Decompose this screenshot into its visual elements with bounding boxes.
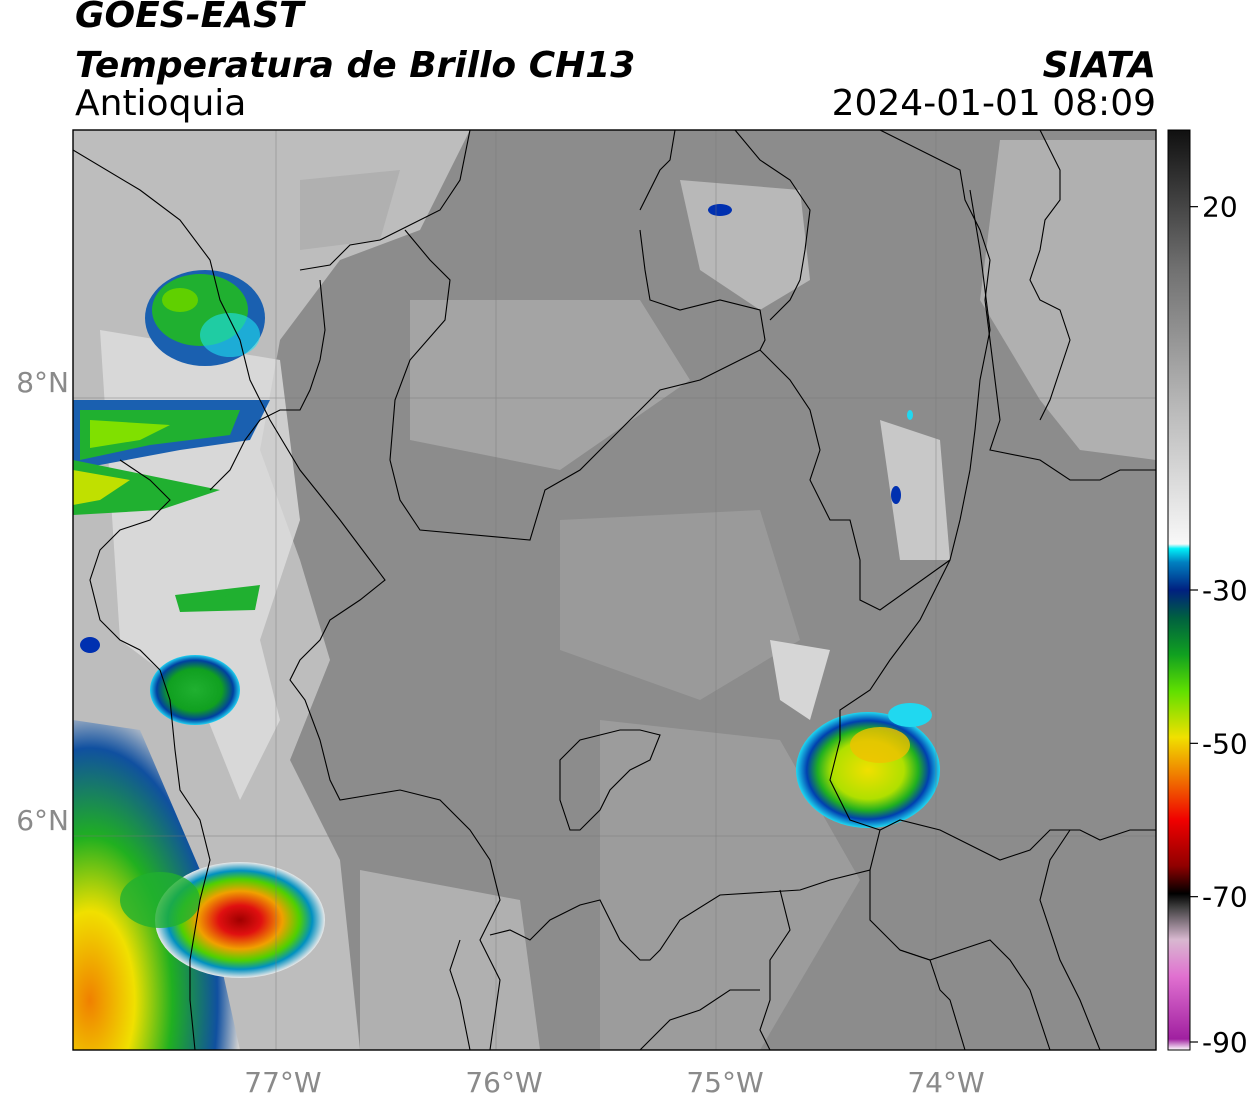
colorbar-tick-label: -90 <box>1202 1026 1248 1059</box>
datetime-label: 2024-01-01 08:09 <box>831 83 1156 124</box>
latitude-tick-label: 6°N <box>16 804 69 837</box>
colorbar <box>1167 129 1191 1051</box>
longitude-tick-label: 75°W <box>686 1066 763 1099</box>
colorbar-tick-label: 20 <box>1202 191 1238 224</box>
colorbar-tick-label: -70 <box>1202 881 1248 914</box>
colorbar-tick-label: -50 <box>1202 727 1248 760</box>
colorbar-ticks: 20 -30 -50 -70 -90 <box>1190 191 1248 1059</box>
product-title: Temperatura de Brillo CH13 <box>75 45 636 86</box>
latitude-labels: 8°N 6°N <box>16 366 69 837</box>
satellite-title: GOES-EAST <box>75 0 304 36</box>
map-frame <box>72 129 1157 1051</box>
longitude-tick-label: 74°W <box>907 1066 984 1099</box>
longitude-labels: 77°W 76°W 75°W 74°W <box>244 1066 984 1099</box>
longitude-tick-label: 77°W <box>244 1066 321 1099</box>
boundary-lines <box>73 130 1156 1050</box>
organization-label: SIATA <box>1042 45 1156 86</box>
longitude-tick-label: 76°W <box>465 1066 542 1099</box>
imagery-layer <box>73 130 1156 1050</box>
colorbar-tick-label: -30 <box>1202 574 1248 607</box>
latitude-tick-label: 8°N <box>16 366 69 399</box>
region-label: Antioquia <box>75 83 247 124</box>
